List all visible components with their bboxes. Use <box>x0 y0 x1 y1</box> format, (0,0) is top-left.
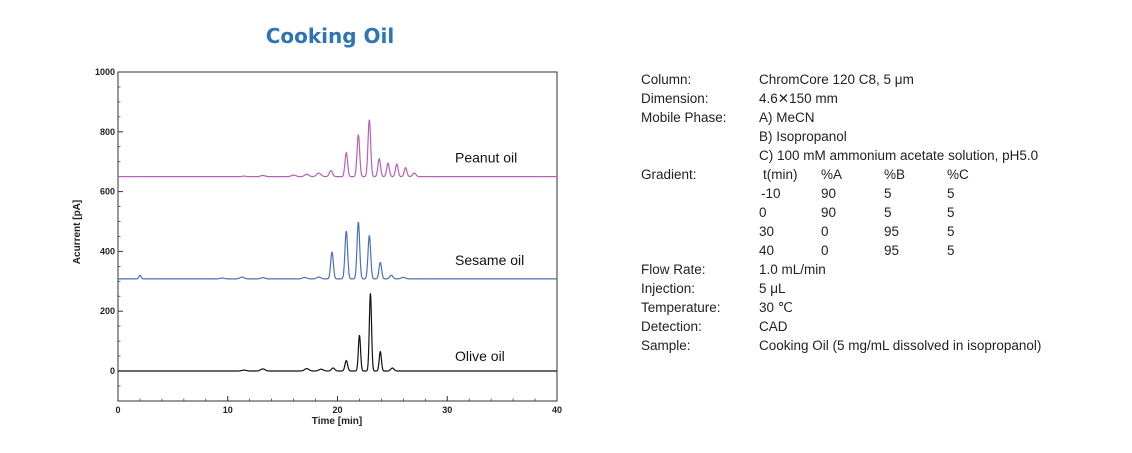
gradient-cell: 5 <box>884 205 892 220</box>
y-tick-label: 400 <box>100 246 115 256</box>
mobile-phase-label: Mobile Phase: <box>641 110 727 125</box>
y-tick-label: 1000 <box>95 67 115 77</box>
gradient-header-time: t(min) <box>763 167 798 182</box>
series-label: Olive oil <box>455 348 505 364</box>
dimension-value: 4.6✕150 mm <box>759 91 838 106</box>
x-tick-label: 30 <box>442 405 452 415</box>
y-tick-label: 0 <box>110 366 115 376</box>
y-tick-label: 600 <box>100 187 115 197</box>
gradient-cell: 5 <box>947 224 955 239</box>
flow-rate-value: 1.0 mL/min <box>759 262 826 277</box>
gradient-cell: 5 <box>947 186 955 201</box>
gradient-header-c: %C <box>947 167 969 182</box>
column-label: Column: <box>641 72 692 87</box>
gradient-header-b: %B <box>884 167 906 182</box>
mobile-phase-b: B) Isopropanol <box>759 129 847 144</box>
series-line-olive-oil <box>118 293 557 372</box>
series-layer: Peanut oil Sesame oil Olive oil <box>118 119 557 372</box>
gradient-cell: 5 <box>947 243 955 258</box>
y-axis-label: Acurrent [pA] <box>72 200 83 264</box>
y-tick-label: 800 <box>100 127 115 137</box>
gradient-cell: -10 <box>761 186 781 201</box>
flow-rate-label: Flow Rate: <box>641 262 706 277</box>
detection-value: CAD <box>759 319 788 334</box>
series-label: Sesame oil <box>455 252 524 268</box>
temperature-label: Temperature: <box>641 300 721 315</box>
gradient-label: Gradient: <box>641 167 697 182</box>
injection-value: 5 μL <box>759 281 786 296</box>
column-value: ChromCore 120 C8, 5 μm <box>759 72 914 87</box>
chart-title: Cooking Oil <box>265 24 395 48</box>
gradient-cell: 90 <box>821 186 837 201</box>
gradient-cell: 95 <box>884 243 900 258</box>
sample-value: Cooking Oil (5 mg/mL dissolved in isopro… <box>759 338 1042 353</box>
series-label: Peanut oil <box>455 150 517 166</box>
gradient-cell: 5 <box>884 186 892 201</box>
gradient-header-a: %A <box>821 167 843 182</box>
gradient-cell: 0 <box>821 224 829 239</box>
gradient-cell: 95 <box>884 224 900 239</box>
x-axis-label: Time [min] <box>312 416 362 427</box>
series-line-peanut-oil <box>118 119 557 178</box>
gradient-cell: 30 <box>759 224 775 239</box>
detection-label: Detection: <box>641 319 702 334</box>
sample-label: Sample: <box>641 338 691 353</box>
x-tick-label: 20 <box>332 405 342 415</box>
injection-label: Injection: <box>641 281 696 296</box>
x-tick-label: 40 <box>552 405 562 415</box>
temperature-value: 30 ℃ <box>759 300 793 315</box>
x-tick-label: 0 <box>115 405 120 415</box>
x-tick-label: 10 <box>223 405 233 415</box>
mobile-phase-c: C) 100 mM ammonium acetate solution, pH5… <box>759 148 1039 163</box>
dimension-label: Dimension: <box>641 91 709 106</box>
gradient-cell: 0 <box>821 243 829 258</box>
gradient-cell: 40 <box>759 243 775 258</box>
series-line-sesame-oil <box>118 221 557 280</box>
mobile-phase-a: A) MeCN <box>759 110 815 125</box>
gradient-cell: 90 <box>821 205 837 220</box>
y-tick-label: 200 <box>100 306 115 316</box>
gradient-cell: 0 <box>759 205 767 220</box>
gradient-cell: 5 <box>947 205 955 220</box>
